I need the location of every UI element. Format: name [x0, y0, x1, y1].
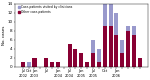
Bar: [132, 26, 136, 35]
Bar: [85, 62, 89, 67]
Bar: [114, 13, 118, 35]
Bar: [79, 53, 83, 67]
Bar: [114, 35, 118, 67]
Bar: [138, 58, 142, 67]
Bar: [27, 62, 31, 67]
Bar: [91, 53, 95, 67]
Bar: [56, 62, 60, 67]
Bar: [91, 40, 95, 53]
Bar: [103, 26, 107, 67]
Bar: [97, 49, 101, 62]
Bar: [126, 31, 130, 67]
Bar: [21, 62, 25, 67]
Y-axis label: No. cases: No. cases: [2, 26, 6, 45]
Bar: [44, 58, 48, 67]
Legend: Case-patients visited by clinicians, Other case-patients: Case-patients visited by clinicians, Oth…: [18, 5, 73, 14]
Bar: [103, 0, 107, 26]
Bar: [50, 62, 54, 67]
Bar: [126, 26, 130, 31]
Bar: [120, 53, 124, 67]
Bar: [68, 44, 72, 67]
Bar: [97, 62, 101, 67]
Bar: [108, 0, 113, 26]
Bar: [108, 26, 113, 67]
Bar: [73, 49, 78, 67]
Bar: [120, 40, 124, 53]
Bar: [32, 58, 37, 67]
Bar: [132, 35, 136, 67]
